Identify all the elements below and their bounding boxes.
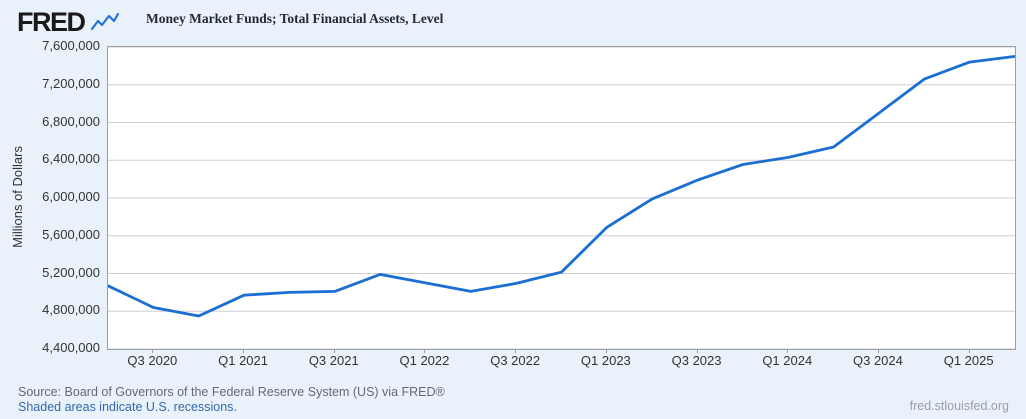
x-tick-label: Q3 2022 xyxy=(490,353,541,368)
x-tick-mark xyxy=(515,349,517,353)
x-tick-mark xyxy=(424,349,426,353)
y-tick-label: 4,400,000 xyxy=(42,340,100,355)
x-tick-mark xyxy=(243,349,245,353)
y-tick-label: 6,800,000 xyxy=(42,113,100,129)
fred-logo-sparkline-icon xyxy=(90,8,120,39)
y-tick-label: 5,600,000 xyxy=(42,226,100,242)
x-tick-label: Q3 2021 xyxy=(308,353,359,368)
x-tick-label: Q1 2021 xyxy=(218,353,268,368)
recession-note-link[interactable]: Shaded areas indicate U.S. recessions. xyxy=(18,400,237,414)
chart-plot-svg xyxy=(108,47,1015,349)
x-tick-mark xyxy=(605,349,607,353)
source-attribution-text: Source: Board of Governors of the Federa… xyxy=(18,385,445,399)
x-tick-label: Q1 2025 xyxy=(943,353,994,368)
data-series-line[interactable] xyxy=(108,54,1015,318)
y-tick-label: 6,400,000 xyxy=(42,151,100,167)
x-tick-mark xyxy=(877,349,879,353)
y-tick-label: 7,600,000 xyxy=(42,38,100,53)
chart-footer-notes: Source: Board of Governors of the Federa… xyxy=(18,385,445,415)
legend-series-label: Money Market Funds; Total Financial Asse… xyxy=(146,11,444,26)
x-tick-mark xyxy=(696,349,698,353)
x-tick-label: Q1 2024 xyxy=(762,353,813,368)
x-tick-label: Q3 2020 xyxy=(127,353,178,368)
x-tick-label: Q1 2022 xyxy=(399,353,450,368)
y-tick-label: 7,200,000 xyxy=(42,75,100,91)
x-tick-label: Q1 2023 xyxy=(580,353,631,368)
y-tick-label: 4,800,000 xyxy=(42,302,100,318)
legend-line-swatch xyxy=(111,18,138,21)
x-tick-mark xyxy=(968,349,970,353)
x-tick-mark xyxy=(333,349,335,353)
fred-logo: FRED xyxy=(17,5,120,39)
y-tick-label: 5,200,000 xyxy=(42,264,100,280)
chart-legend: Money Market Funds; Total Financial Asse… xyxy=(111,11,443,27)
y-tick-label: 6,000,000 xyxy=(42,189,100,204)
fred-logo-text: FRED xyxy=(17,6,86,37)
fred-site-url: fred.stlouisfed.org xyxy=(909,399,1009,413)
chart-plot-area[interactable] xyxy=(107,46,1016,350)
x-tick-mark xyxy=(152,349,154,353)
x-tick-label: Q3 2024 xyxy=(853,353,903,368)
x-tick-mark xyxy=(787,349,789,353)
x-tick-label: Q3 2023 xyxy=(671,353,722,368)
